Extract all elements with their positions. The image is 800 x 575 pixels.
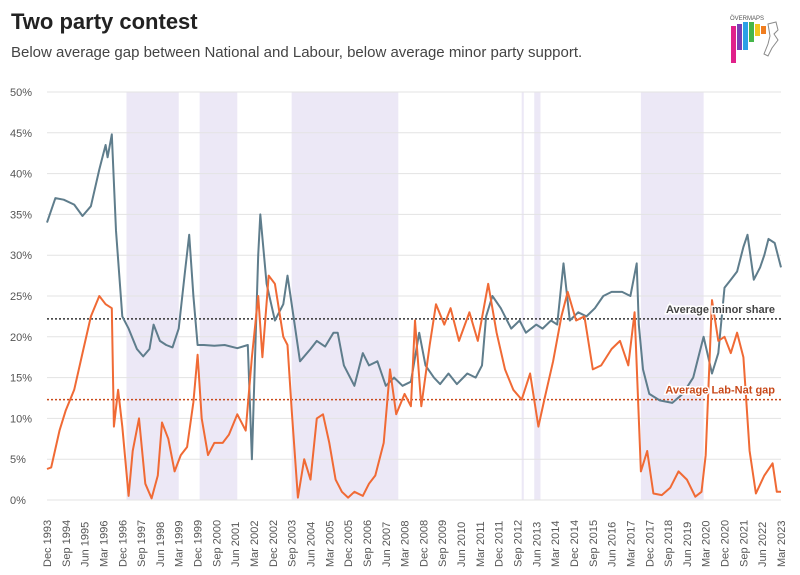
x-tick-label: Sep 1997 xyxy=(136,520,148,567)
series-line-lab-nat-gap xyxy=(46,274,781,500)
x-tick-label: Jun 1995 xyxy=(80,522,92,567)
x-tick-label: Dec 2005 xyxy=(343,520,355,567)
x-tick-label: Jun 2001 xyxy=(230,522,242,567)
y-axis-ticks: 0% 5% 10% 15% 20% 25% 30% 35% 40% 45% 50% xyxy=(10,87,32,507)
x-tick-label: Mar 2005 xyxy=(324,521,336,567)
x-tick-label: Jun 2019 xyxy=(682,522,694,567)
x-tick-label: Dec 1999 xyxy=(193,520,205,567)
x-tick-label: Sep 2015 xyxy=(588,520,600,567)
grid-lines xyxy=(47,91,781,501)
x-tick-label: Dec 1996 xyxy=(117,520,129,567)
x-tick-label: Dec 2017 xyxy=(644,520,656,567)
logo-icon: ÖVERMAPS xyxy=(730,15,779,63)
x-tick-label: Sep 2006 xyxy=(362,520,374,567)
x-tick-label: Jun 2022 xyxy=(757,522,769,567)
x-tick-label: Dec 2002 xyxy=(268,520,280,567)
series-lines xyxy=(46,133,782,500)
chart-title: Two party contest xyxy=(11,9,198,34)
x-axis-ticks: Dec 1993 Sep 1994 Jun 1995 Mar 1996 Dec 1996… xyxy=(42,520,788,567)
x-tick-label: Jun 2007 xyxy=(381,522,393,567)
x-tick-label: Jun 2010 xyxy=(456,522,468,567)
logo-text: ÖVERMAPS xyxy=(730,15,764,22)
x-tick-label: Sep 2012 xyxy=(513,520,525,567)
x-tick-label: Sep 2003 xyxy=(287,520,299,567)
x-tick-label: Dec 1993 xyxy=(42,520,54,567)
x-tick-label: Sep 2009 xyxy=(437,520,449,567)
x-tick-label: Sep 2000 xyxy=(211,520,223,567)
x-tick-label: Mar 1996 xyxy=(98,521,110,567)
y-tick-label: 35% xyxy=(10,209,32,221)
y-tick-label: 50% xyxy=(10,87,32,99)
x-tick-label: Jun 2016 xyxy=(607,522,619,567)
y-tick-label: 45% xyxy=(10,128,32,140)
x-tick-label: Mar 2017 xyxy=(625,521,637,567)
x-tick-label: Jun 2004 xyxy=(305,522,317,567)
x-tick-label: Mar 2002 xyxy=(249,521,261,567)
x-tick-label: Mar 2008 xyxy=(400,521,412,567)
y-tick-label: 40% xyxy=(10,169,32,181)
series-line-minor-share xyxy=(46,133,782,461)
logo-bar xyxy=(749,22,754,42)
reference-label: Average minor share xyxy=(666,304,775,316)
y-tick-label: 20% xyxy=(10,332,32,344)
reference-labels: Average minor share Average Lab-Nat gap xyxy=(664,302,777,398)
y-tick-label: 0% xyxy=(10,495,26,507)
logo-bar xyxy=(731,26,736,63)
x-tick-label: Dec 2014 xyxy=(569,520,581,567)
logo-map-outline xyxy=(763,21,779,57)
x-tick-label: Jun 2013 xyxy=(531,522,543,567)
x-tick-label: Mar 2014 xyxy=(550,521,562,567)
x-tick-label: Sep 1994 xyxy=(61,520,73,567)
logo-bar xyxy=(761,26,766,34)
x-tick-label: Dec 2020 xyxy=(720,520,732,567)
x-tick-label: Mar 2020 xyxy=(701,521,713,567)
x-tick-label: Mar 2011 xyxy=(475,521,487,567)
x-tick-label: Sep 2021 xyxy=(738,520,750,567)
logo-bar xyxy=(737,24,742,50)
chart-subtitle: Below average gap between National and L… xyxy=(11,44,583,61)
y-tick-label: 10% xyxy=(10,413,32,425)
y-tick-label: 30% xyxy=(10,250,32,262)
y-tick-label: 5% xyxy=(10,454,26,466)
x-tick-label: Mar 1999 xyxy=(174,521,186,567)
x-tick-label: Mar 2023 xyxy=(776,521,788,567)
y-tick-label: 15% xyxy=(10,373,32,385)
logo-bar xyxy=(743,22,748,50)
logo-bar xyxy=(755,24,760,36)
x-tick-label: Sep 2018 xyxy=(663,520,675,567)
reference-label: Average Lab-Nat gap xyxy=(665,385,775,397)
x-tick-label: Jun 1998 xyxy=(155,522,167,567)
y-tick-label: 25% xyxy=(10,291,32,303)
x-tick-label: Dec 2008 xyxy=(418,520,430,567)
x-tick-label: Dec 2011 xyxy=(494,521,506,567)
